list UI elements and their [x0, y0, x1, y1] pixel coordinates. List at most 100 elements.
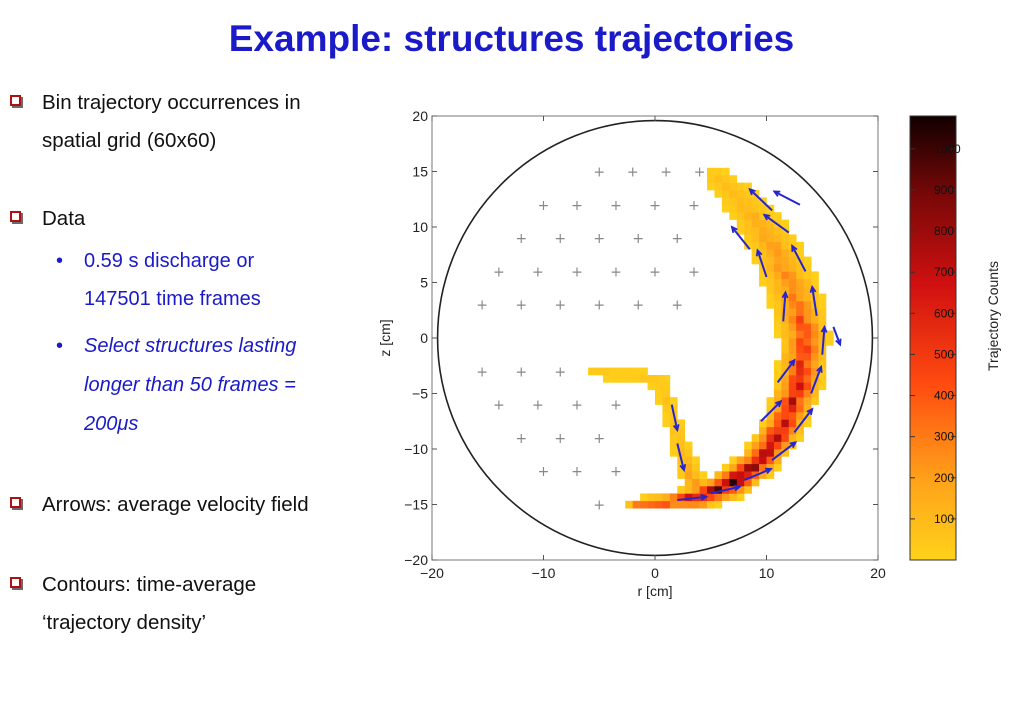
density-cell [773, 308, 782, 317]
density-cell [803, 301, 812, 309]
density-cell [736, 478, 745, 487]
probe-grid-point: + [532, 398, 544, 414]
density-cell [773, 330, 782, 339]
density-cell [744, 197, 752, 206]
density-cell [647, 493, 656, 502]
x-tick-label: −20 [420, 565, 444, 581]
density-cell [781, 412, 790, 420]
trajectory-density-chart: + + + + + + + + + + + + + + + + + + + + + + + + + + + + + + + + + + + + + + + +… [377, 108, 1001, 599]
probe-grid-point: + [593, 498, 605, 514]
x-tick-label: 20 [870, 565, 886, 581]
density-cell [796, 397, 804, 405]
density-cell [803, 404, 812, 413]
square-bullet-icon [10, 95, 21, 106]
y-tick-label: 15 [412, 164, 428, 180]
density-cell [640, 500, 648, 509]
density-cell [759, 449, 767, 457]
velocity-arrow [809, 284, 818, 316]
density-cell [751, 204, 760, 213]
density-cell [781, 271, 790, 280]
density-cell [773, 419, 782, 428]
velocity-arrow [677, 493, 709, 502]
density-cell [684, 456, 693, 465]
density-cell [751, 456, 760, 465]
square-bullet-icon [10, 211, 21, 222]
density-cell [773, 264, 782, 272]
density-cell [640, 493, 648, 502]
density-cell [788, 434, 797, 442]
density-cell [811, 293, 819, 302]
density-cell [707, 478, 715, 487]
probe-grid-point: + [476, 364, 488, 380]
density-cell [796, 382, 804, 391]
density-cell [744, 478, 752, 487]
density-cell [759, 463, 767, 472]
density-cell [759, 227, 767, 235]
density-cell [796, 375, 804, 383]
density-cell [759, 434, 767, 442]
probe-grid-point: + [476, 298, 488, 314]
density-cell [766, 301, 775, 309]
y-tick-label: 20 [412, 108, 428, 124]
velocity-arrow [810, 364, 823, 394]
density-cell [766, 449, 775, 457]
density-cell [759, 419, 767, 428]
density-cell [766, 234, 775, 243]
density-cell [744, 456, 752, 465]
colorbar-tick-label: 600 [934, 306, 954, 320]
density-cell [625, 500, 633, 509]
density-cell [788, 301, 797, 309]
density-cell [729, 493, 738, 502]
density-cell [788, 286, 797, 294]
probe-grid-point: + [610, 398, 622, 414]
density-cell [773, 426, 782, 435]
density-cell [766, 264, 775, 272]
density-cell [796, 301, 804, 309]
y-tick-label: −10 [404, 441, 428, 457]
density-cell [803, 330, 812, 339]
density-cell [721, 463, 730, 472]
dot-bullet-icon: • [56, 250, 64, 272]
density-cell [736, 197, 745, 206]
density-cell [692, 471, 700, 479]
density-cell [773, 382, 782, 391]
density-cell [714, 478, 723, 487]
density-cell [773, 256, 782, 265]
density-cell [781, 241, 790, 250]
density-cell [811, 367, 819, 376]
density-cell [781, 426, 790, 435]
probe-grid-point: + [632, 298, 644, 314]
density-cell [811, 278, 819, 287]
density-cell [803, 293, 812, 302]
density-cell [655, 382, 663, 391]
probe-grid-point: + [515, 431, 527, 447]
density-cell [677, 449, 686, 457]
probe-grid-point: + [493, 264, 505, 280]
density-cell [781, 434, 790, 442]
density-cell [684, 500, 693, 509]
probe-grid-point: + [610, 464, 622, 480]
density-cell [788, 271, 797, 280]
velocity-arrow [676, 443, 687, 473]
density-cell [796, 412, 804, 420]
density-cell [796, 271, 804, 280]
probe-grid-point: + [649, 264, 661, 280]
density-cell [781, 375, 790, 383]
density-cell [773, 286, 782, 294]
density-cell [714, 471, 723, 479]
bullet-text: Data [42, 207, 86, 230]
velocity-arrow [730, 225, 751, 250]
density-cell [632, 367, 641, 376]
density-cell [759, 256, 767, 265]
density-cell [773, 249, 782, 257]
density-cell [788, 323, 797, 331]
square-bullet-icon [10, 577, 21, 588]
density-cell [751, 241, 760, 250]
colorbar-tick-label: 800 [934, 224, 954, 238]
density-cell [796, 426, 804, 435]
density-cell [677, 500, 686, 509]
velocity-arrow [760, 399, 783, 422]
density-cell [788, 234, 797, 243]
density-cell [684, 493, 693, 502]
density-cell [744, 463, 752, 472]
